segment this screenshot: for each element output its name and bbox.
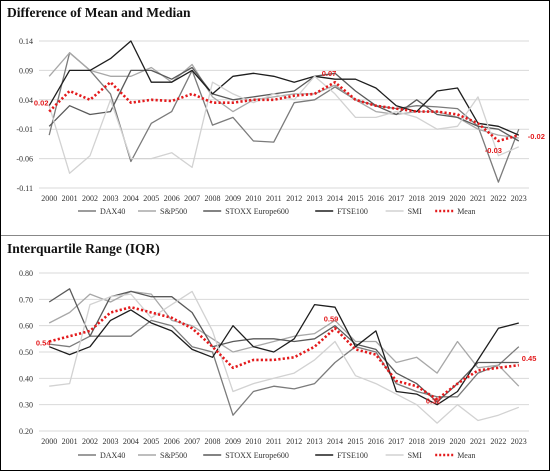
legend-label-s-p500: S&P500 bbox=[160, 207, 187, 216]
legend-label-ftse100: FTSE100 bbox=[337, 207, 368, 216]
legend-label-ftse100: FTSE100 bbox=[337, 451, 368, 460]
x-tick-label: 2016 bbox=[368, 194, 384, 203]
x-tick-label: 2012 bbox=[286, 194, 302, 203]
x-tick-label: 2013 bbox=[307, 437, 323, 446]
legend-label-s-p500: S&P500 bbox=[160, 451, 187, 460]
x-tick-label: 2020 bbox=[450, 437, 466, 446]
y-tick-label: 0.50 bbox=[19, 348, 33, 357]
legend-label-stoxx-europe600: STOXX Europe600 bbox=[225, 451, 289, 460]
y-tick-label: 0.14 bbox=[19, 37, 33, 46]
x-tick-label: 2020 bbox=[450, 194, 466, 203]
y-tick-label: 0.80 bbox=[19, 269, 33, 278]
x-tick-label: 2003 bbox=[102, 437, 118, 446]
x-tick-label: 2023 bbox=[511, 437, 527, 446]
legend-label-mean: Mean bbox=[457, 451, 475, 460]
x-tick-label: 2008 bbox=[205, 194, 221, 203]
y-tick-label: -0.06 bbox=[16, 155, 33, 164]
x-tick-label: 2007 bbox=[184, 437, 200, 446]
chart-mean-median: 0.14 0.09 0.04 -0.01 -0.06 -0.11 2000 2001 2002 2… bbox=[16, 37, 545, 216]
x-tick-label: 2021 bbox=[470, 194, 486, 203]
x-tick-label: 2017 bbox=[388, 437, 404, 446]
x-tick-label: 2000 bbox=[41, 194, 57, 203]
x-tick-label: 2008 bbox=[205, 437, 221, 446]
x-tick-label: 2019 bbox=[429, 194, 445, 203]
legend: DAX40 S&P500 STOXX Europe600 FTSE100 SMI Mean bbox=[78, 207, 475, 216]
x-tick-label: 2012 bbox=[286, 437, 302, 446]
x-tick-label: 2016 bbox=[368, 437, 384, 446]
x-tick-label: 2021 bbox=[470, 437, 486, 446]
legend-label-dax40: DAX40 bbox=[100, 451, 125, 460]
legend-label-dax40: DAX40 bbox=[100, 207, 125, 216]
legend-label-mean: Mean bbox=[457, 207, 475, 216]
y-tick-label: 0.30 bbox=[19, 401, 33, 410]
legend-label-smi: SMI bbox=[408, 207, 423, 216]
y-tick-label: -0.01 bbox=[16, 125, 33, 134]
y-tick-label: -0.11 bbox=[17, 184, 33, 193]
series-line-dax40 bbox=[49, 319, 520, 416]
series-line-mean bbox=[48, 80, 520, 143]
x-tick-label: 2009 bbox=[225, 194, 241, 203]
x-tick-label: 2000 bbox=[41, 437, 57, 446]
x-tick-label: 2005 bbox=[143, 194, 159, 203]
series-line-s-p500 bbox=[48, 290, 520, 387]
x-tick-label: 2003 bbox=[102, 194, 118, 203]
chart-title-mean-median: Difference of Mean and Median bbox=[7, 5, 191, 20]
series-line-ftse100 bbox=[48, 303, 519, 406]
x-tick-label: 2017 bbox=[388, 194, 404, 203]
series-line-stoxx-europe600 bbox=[48, 66, 520, 142]
y-tick-label: 0.70 bbox=[19, 295, 33, 304]
legend-label-smi: SMI bbox=[408, 451, 423, 460]
x-tick-label: 2002 bbox=[82, 194, 98, 203]
x-tick-label: 2010 bbox=[245, 437, 261, 446]
data-label: 0.54 bbox=[36, 338, 51, 347]
x-tick-label: 2018 bbox=[409, 437, 425, 446]
x-tick-label: 2013 bbox=[307, 194, 323, 203]
panel-divider bbox=[1, 235, 549, 236]
x-tick-label: 2011 bbox=[266, 437, 282, 446]
series-line-mean bbox=[48, 305, 519, 401]
y-tick-label: 0.40 bbox=[19, 374, 33, 383]
x-tick-label: 2009 bbox=[225, 437, 241, 446]
x-tick-label: 2010 bbox=[245, 194, 261, 203]
x-tick-label: 2001 bbox=[62, 194, 78, 203]
series-line-ftse100 bbox=[48, 40, 520, 136]
x-tick-label: 2014 bbox=[327, 194, 343, 203]
y-tick-label: 0.04 bbox=[19, 96, 33, 105]
x-tick-label: 2018 bbox=[409, 194, 425, 203]
data-label: -0.02 bbox=[528, 132, 545, 141]
series-line-dax40 bbox=[48, 52, 520, 183]
y-tick-label: 0.20 bbox=[19, 427, 33, 436]
legend-label-stoxx-europe600: STOXX Europe600 bbox=[225, 207, 289, 216]
data-label: 0.32 bbox=[426, 396, 441, 405]
x-tick-label: 2001 bbox=[62, 437, 78, 446]
series-line-stoxx-europe600 bbox=[48, 288, 519, 403]
data-label: 0.59 bbox=[324, 314, 339, 323]
x-tick-label: 2023 bbox=[511, 194, 527, 203]
y-tick-label: 0.60 bbox=[19, 322, 33, 331]
x-tick-label: 2015 bbox=[347, 437, 363, 446]
x-tick-label: 2014 bbox=[327, 437, 343, 446]
chart-iqr: 0.80 0.70 0.60 0.50 0.40 0.30 0.20 2000 2001 2002… bbox=[19, 269, 537, 460]
x-tick-label: 2004 bbox=[123, 194, 139, 203]
x-tick-label: 2022 bbox=[490, 194, 506, 203]
chart-title-iqr: Interquartile Range (IQR) bbox=[7, 241, 160, 256]
legend: DAX40 S&P500 STOXX Europe600 FTSE100 SMI Mean bbox=[78, 451, 475, 460]
data-label: -0.03 bbox=[485, 146, 502, 155]
x-tick-label: 2004 bbox=[123, 437, 139, 446]
x-tick-label: 2011 bbox=[266, 194, 282, 203]
x-tick-label: 2015 bbox=[347, 194, 363, 203]
y-tick-label: 0.09 bbox=[19, 66, 33, 75]
x-tick-label: 2006 bbox=[164, 194, 180, 203]
x-tick-label: 2006 bbox=[164, 437, 180, 446]
x-tick-label: 2022 bbox=[490, 437, 506, 446]
data-label: 0.02 bbox=[34, 99, 49, 108]
data-label: 0.07 bbox=[322, 69, 337, 78]
series-line-smi bbox=[49, 290, 520, 424]
x-tick-label: 2019 bbox=[429, 437, 445, 446]
x-tick-label: 2007 bbox=[184, 194, 200, 203]
data-label: 0.45 bbox=[522, 354, 537, 363]
x-tick-label: 2002 bbox=[82, 437, 98, 446]
x-tick-label: 2005 bbox=[143, 437, 159, 446]
